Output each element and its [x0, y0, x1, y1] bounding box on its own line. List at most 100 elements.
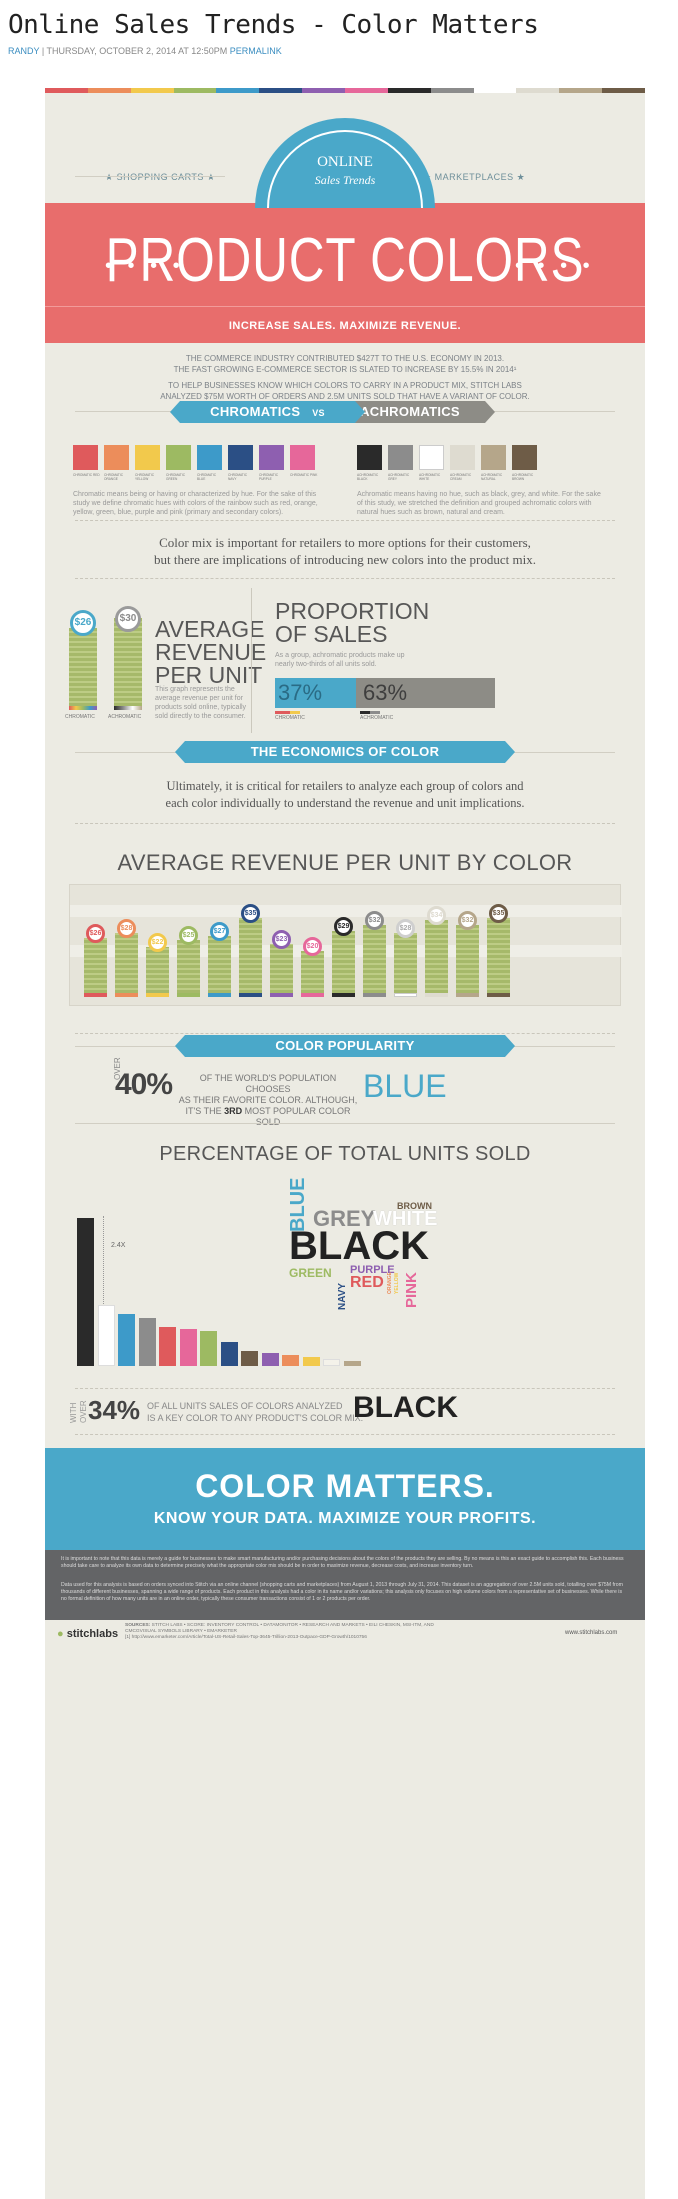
revenue-bar-base: [239, 993, 262, 997]
achromatic-label: ACHROMATIC: [108, 714, 142, 720]
marketplaces-tag: ★ MARKETPLACES ★: [423, 172, 526, 182]
permalink-link[interactable]: PERMALINK: [229, 46, 282, 56]
revenue-value-pin: $20: [303, 937, 322, 956]
chromatic-stack: [69, 628, 97, 706]
revenue-bar-base: [84, 993, 107, 997]
units-bar-black: [77, 1218, 94, 1366]
units-sold-title: PERCENTAGE OF TOTAL UNITS SOLD: [45, 1143, 645, 1166]
badge-bottom: Sales Trends: [314, 173, 376, 187]
revenue-bar: [456, 924, 479, 993]
units-bar-yellow: [302, 1357, 320, 1366]
author-link[interactable]: RANDY: [8, 46, 40, 56]
infographic: ★ SHOPPING CARTS ★ ★ MARKETPLACES ★ ONLI…: [45, 88, 645, 2199]
chromatic-swatch: [290, 445, 315, 470]
logo-icon: ●: [57, 1628, 64, 1640]
cloud-purple: PURPLE: [350, 1264, 395, 1276]
achromatic-swatch: [357, 445, 382, 470]
divider: [75, 176, 225, 177]
url-note: [1] http://www.emarketer.com/Article/Tot…: [125, 1635, 367, 1640]
achromatic-swatch-label: ACHROMATIC WHITE: [419, 473, 441, 481]
units-bar-red: [159, 1326, 176, 1366]
revenue-value-pin: $27: [210, 921, 229, 941]
cloud-grey: GREY: [313, 1206, 376, 1231]
divider: [75, 823, 615, 824]
achromatic-swatch: [388, 445, 413, 470]
stat-line: OF ALL UNITS SALES OF COLORS ANALYZED: [147, 1401, 343, 1411]
blue-favorite-pct: 40%: [115, 1068, 173, 1101]
chromatic-swatch-label: CHROMATIC RED: [73, 473, 100, 477]
banner-subtitle: INCREASE SALES. MAXIMIZE REVENUE.: [228, 320, 462, 332]
pop-line: IT'S THE 3RD MOST POPULAR COLOR SOLD: [178, 1106, 358, 1128]
revenue-value-pin: $35: [241, 904, 260, 923]
econ-line: Ultimately, it is critical for retailers…: [166, 779, 524, 793]
revenue-value-pin: $28: [117, 919, 136, 939]
revenue-bar: [394, 933, 417, 993]
achromatic-swatch-label: ACHROMATIC BLACK: [357, 473, 379, 481]
revenue-value-pin: $22: [148, 932, 167, 952]
sources-band: ● stitchlabs SOURCES: STITCH LABS • SCOR…: [45, 1620, 645, 1650]
revenue-bar: [301, 951, 324, 993]
stat-line: IS A KEY COLOR TO ANY PRODUCT'S COLOR MI…: [147, 1413, 364, 1423]
stripe-segment: [259, 88, 303, 93]
revenue-value-pin: $35: [489, 904, 508, 923]
avg-revenue-chart: $26 $28 $22 $25 $27 $35 $23 $20 $29 $32 $28 $34 $32 $…: [69, 884, 622, 1006]
proportion-bar: 37% 63%: [275, 678, 495, 708]
revenue-bar-base: [487, 993, 510, 997]
revenue-bar: [208, 935, 231, 993]
revenue-value-pin: $34: [427, 906, 446, 926]
popularity-text: OF THE WORLD'S POPULATION CHOOSES AS THE…: [178, 1073, 358, 1128]
page-title: PRODUCT COLORS: [105, 226, 585, 295]
revenue-bar: [363, 924, 386, 993]
prop-chromatic-label: CHROMATIC: [275, 715, 305, 721]
chart-title: AVERAGE REVENUE PER UNIT BY COLOR: [117, 850, 573, 875]
chromatic-share-fill: [275, 678, 357, 708]
achromatic-swatch-label: ACHROMATIC CREAM: [450, 473, 472, 481]
stripe-segment: [602, 88, 645, 93]
divider: [75, 1123, 615, 1124]
revenue-bar: [270, 944, 293, 993]
units-bar-grey: [138, 1318, 156, 1366]
divider: [75, 520, 615, 521]
black-stat-text: OF ALL UNITS SALES OF COLORS ANALYZED IS…: [147, 1400, 363, 1424]
revenue-bar: [146, 946, 169, 993]
with-label: WITH: [69, 1402, 78, 1423]
chart-band: [70, 905, 622, 917]
post-date: | THURSDAY, OCTOBER 2, 2014 AT 12:50PM: [41, 46, 228, 56]
cloud-navy: NAVY: [337, 1282, 348, 1310]
post-header: Online Sales Trends - Color Matters RAND…: [0, 0, 678, 90]
avg-revenue-desc: This graph represents the average revenu…: [155, 686, 247, 720]
pop-line: AS THEIR FAVORITE COLOR. ALTHOUGH,: [178, 1095, 358, 1105]
chromatics-label: CHROMATICS: [210, 404, 301, 419]
badge-top: ONLINE: [317, 154, 373, 170]
avg-revenue-title: AVERAGE REVENUE PER UNIT: [155, 618, 266, 687]
revenue-bar-base: [115, 993, 138, 997]
achromatic-stack: [114, 618, 142, 706]
color-mix-text: Color mix is important for retailers to …: [45, 534, 645, 568]
revenue-value-pin: $28: [396, 919, 415, 939]
revenue-value-pin: $29: [334, 917, 353, 937]
revenue-bar-base: [425, 993, 448, 997]
black-pct: 34%: [88, 1395, 141, 1425]
title-line: AVERAGE: [155, 616, 265, 642]
chromatic-swatch: [135, 445, 160, 470]
cloud-pink: PINK: [403, 1272, 420, 1308]
mix-line: but there are implications of introducin…: [154, 552, 536, 567]
units-bar-orange: [282, 1355, 299, 1366]
economics-ribbon: THE ECONOMICS OF COLOR: [175, 741, 515, 763]
revenue-bar-base: [146, 993, 169, 997]
site-link[interactable]: www.stitchlabs.com: [565, 1630, 618, 1636]
third-label: 3RD: [224, 1106, 243, 1116]
revenue-value-pin: $32: [458, 910, 477, 930]
multiplier-line: [103, 1216, 104, 1366]
black-word: BLACK: [353, 1391, 458, 1424]
units-bar-green: [200, 1331, 217, 1366]
chromatic-swatch: [104, 445, 129, 470]
vertical-divider: [251, 588, 252, 733]
chromatic-swatch-label: CHROMATIC ORANGE: [104, 473, 124, 481]
achromatic-swatch: [481, 445, 506, 470]
revenue-bar: [425, 920, 448, 993]
pop-text: MOST POPULAR COLOR SOLD: [242, 1106, 351, 1127]
chromatic-swatch-label: CHROMATIC YELLOW: [135, 473, 155, 481]
divider: [75, 1388, 615, 1389]
units-bar-purple: [261, 1352, 279, 1366]
